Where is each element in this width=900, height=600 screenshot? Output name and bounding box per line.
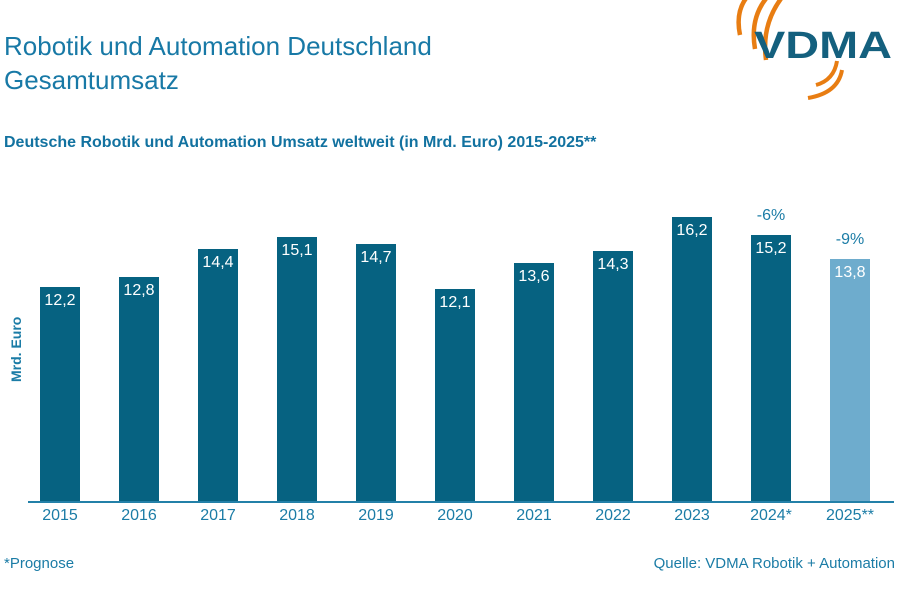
chart-title: Deutsche Robotik und Automation Umsatz w… — [4, 134, 597, 151]
x-tick-label: 2016 — [121, 507, 157, 524]
bar-value-label: 12,2 — [44, 292, 76, 309]
bar-value-label: 15,1 — [281, 242, 313, 259]
x-tick-label: 2021 — [516, 507, 552, 524]
page-title-line1: Robotik und Automation Deutschland — [4, 31, 432, 61]
x-tick-label: 2020 — [437, 507, 473, 524]
logo-arc — [736, 0, 748, 36]
footnote-prognose: *Prognose — [4, 555, 75, 572]
bar: 12,1 — [435, 289, 475, 501]
logo-arc — [762, 0, 783, 61]
source-note: Quelle: VDMA Robotik + Automation — [653, 555, 895, 572]
logo-arc — [751, 0, 768, 50]
bar: 12,8 — [119, 277, 159, 501]
pct-change-annotation: -9% — [835, 231, 865, 248]
x-tick-label: 2015 — [42, 507, 78, 524]
x-tick-label: 2018 — [279, 507, 315, 524]
bar-value-label: 15,2 — [755, 240, 787, 257]
logo-swoosh-upper — [736, 0, 783, 61]
page-title-line2: Gesamtumsatz — [4, 65, 179, 95]
bar: 14,3 — [593, 251, 633, 501]
bar: 14,4 — [198, 249, 238, 501]
x-tick-label: 2023 — [674, 507, 710, 524]
bar: 12,2 — [40, 287, 80, 501]
logo-arc — [815, 60, 839, 87]
bar: 13,8 — [830, 259, 870, 501]
bar-value-label: 13,6 — [518, 268, 550, 285]
bar-value-label: 12,1 — [439, 294, 471, 311]
x-axis-line — [28, 501, 894, 503]
bar-value-label: 14,4 — [202, 254, 234, 271]
page-title: Robotik und Automation Deutschland Gesam… — [4, 29, 432, 97]
x-tick-label: 2024* — [750, 507, 792, 524]
bar-value-label: 12,8 — [123, 282, 155, 299]
logo-swoosh-lower — [807, 60, 844, 100]
header-strip: Robotik + Automation — [4, 0, 404, 5]
vdma-logo: VDMA — [736, 0, 892, 100]
logo-wordmark: VDMA — [754, 25, 892, 67]
bar: 16,2 — [672, 217, 712, 501]
x-tick-label: 2017 — [200, 507, 236, 524]
bar-value-label: 14,3 — [597, 256, 629, 273]
header-strip-text: Robotik + Automation — [4, 0, 404, 4]
bar-chart: 12,2 12,8 14,4 15,1 14,7 12,1 13,6 14,3 16,2 15,2… — [0, 180, 900, 503]
bar-value-label: 16,2 — [676, 222, 708, 239]
pct-change-annotation: -6% — [756, 207, 786, 224]
bar: 13,6 — [514, 263, 554, 501]
x-tick-label: 2019 — [358, 507, 394, 524]
bar: 15,2 — [751, 235, 791, 501]
bar: 15,1 — [277, 237, 317, 501]
logo-arc — [807, 69, 844, 100]
bar: 14,7 — [356, 244, 396, 501]
x-tick-label: 2025** — [825, 507, 875, 524]
bar-value-label: 13,8 — [834, 264, 866, 281]
bar-value-label: 14,7 — [360, 249, 392, 266]
x-tick-label: 2022 — [595, 507, 631, 524]
